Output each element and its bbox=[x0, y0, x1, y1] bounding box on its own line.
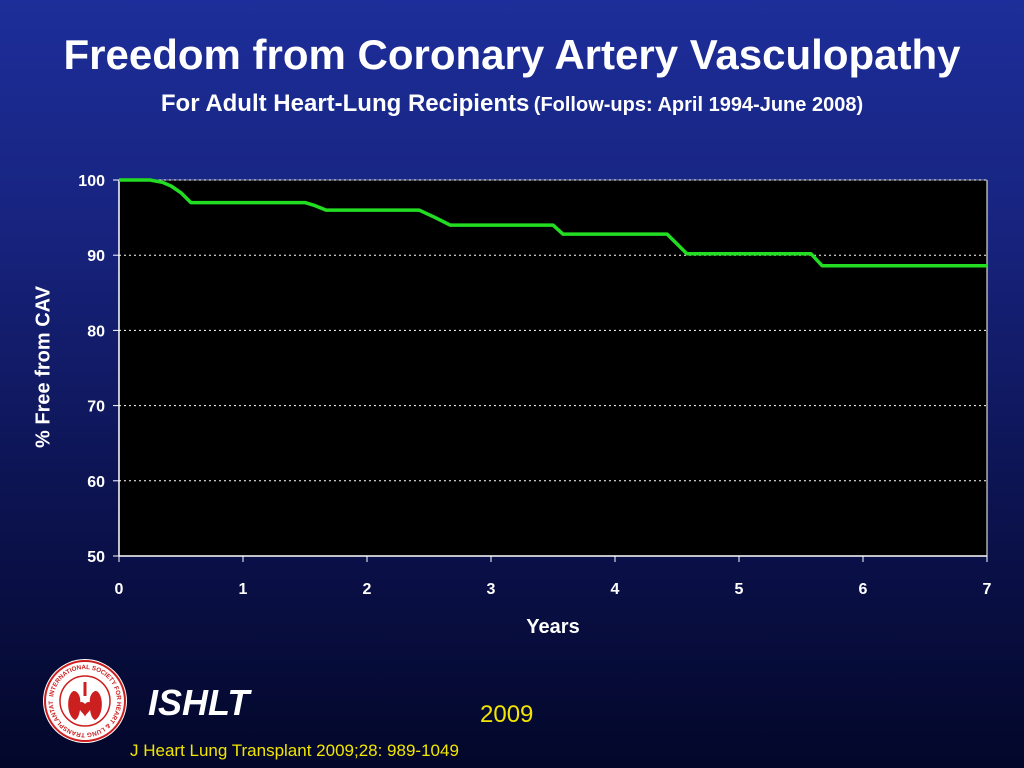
x-tick-label-3: 3 bbox=[487, 581, 496, 598]
x-tick-label-0: 0 bbox=[115, 581, 124, 598]
citation: J Heart Lung Transplant 2009;28: 989-104… bbox=[130, 741, 459, 760]
org-name: ISHLT bbox=[148, 682, 250, 723]
survival-curve-series-1 bbox=[119, 178, 987, 268]
plot-area bbox=[119, 180, 987, 556]
subtitle-followups: (Follow-ups: April 1994-June 2008) bbox=[533, 94, 864, 116]
y-axis-label: % Free from CAV bbox=[32, 286, 55, 448]
x-tick-label-2: 2 bbox=[363, 581, 372, 598]
heart-lung-icon bbox=[68, 682, 102, 720]
x-tick-label-1: 1 bbox=[239, 581, 248, 598]
y-tick-label-70: 70 bbox=[87, 399, 105, 416]
slide-title: Freedom from Coronary Artery Vasculopath… bbox=[63, 31, 961, 78]
subtitle-main: For Adult Heart-Lung Recipients bbox=[160, 90, 530, 117]
x-tick-label-4: 4 bbox=[611, 581, 620, 598]
y-tick-label-80: 80 bbox=[87, 323, 105, 340]
x-tick-label-7: 7 bbox=[983, 581, 992, 598]
slide-subtitle: For Adult Heart-Lung Recipients (Follow-… bbox=[0, 88, 1024, 123]
x-tick-label-5: 5 bbox=[735, 581, 744, 598]
y-tick-label-60: 60 bbox=[87, 474, 105, 491]
y-tick-label-50: 50 bbox=[87, 549, 105, 566]
x-axis-label: Years bbox=[526, 616, 580, 638]
year-label: 2009 bbox=[480, 701, 534, 728]
x-tick-label-6: 6 bbox=[859, 581, 868, 598]
y-tick-label-90: 90 bbox=[87, 248, 105, 265]
y-tick-label-100: 100 bbox=[78, 173, 105, 190]
ishlt-logo: INTERNATIONAL SOCIETY FOR HEART & LUNG T… bbox=[42, 658, 127, 743]
